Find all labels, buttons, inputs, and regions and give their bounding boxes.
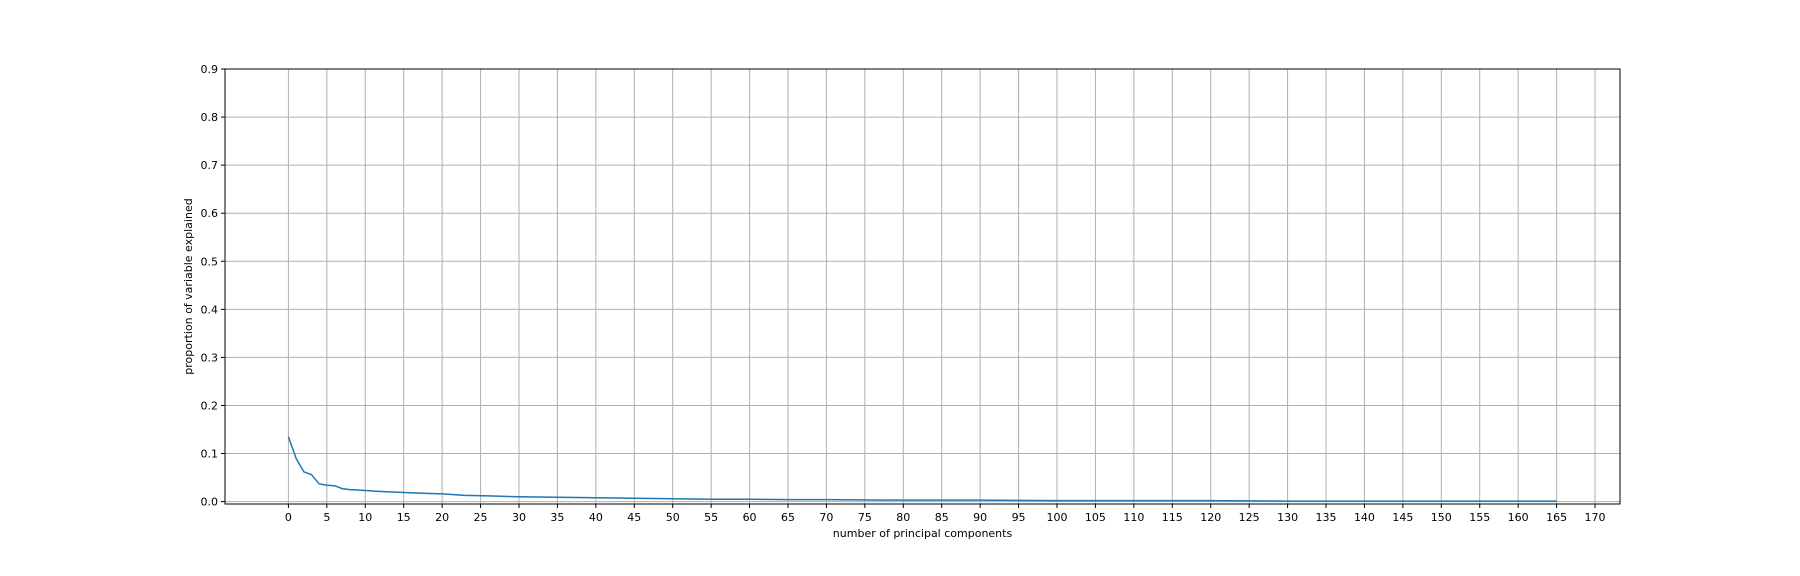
y-axis-label: proportion of variable explained xyxy=(182,198,195,374)
x-tick-label: 170 xyxy=(1585,511,1606,524)
y-tick-label: 0.5 xyxy=(201,255,219,268)
x-tick-label: 15 xyxy=(397,511,411,524)
x-tick-label: 0 xyxy=(285,511,292,524)
x-tick-label: 150 xyxy=(1431,511,1452,524)
x-tick-label: 165 xyxy=(1546,511,1567,524)
x-tick-label: 80 xyxy=(896,511,910,524)
x-tick-label: 60 xyxy=(743,511,757,524)
y-tick-label: 0.1 xyxy=(201,448,219,461)
grid xyxy=(225,68,1620,504)
y-tick-label: 0.7 xyxy=(201,159,219,172)
x-tick-label: 35 xyxy=(550,511,564,524)
y-tick-label: 0.4 xyxy=(201,303,219,316)
y-tick-label: 0.0 xyxy=(201,496,219,509)
x-tick-label: 75 xyxy=(858,511,872,524)
series-line xyxy=(287,436,1557,502)
plot-frame xyxy=(224,68,1621,505)
x-tick-label: 20 xyxy=(435,511,449,524)
x-tick-label: 110 xyxy=(1123,511,1144,524)
y-tick-label: 0.8 xyxy=(201,111,219,124)
x-tick-label: 160 xyxy=(1508,511,1529,524)
x-tick-label: 135 xyxy=(1316,511,1337,524)
x-tick-label: 25 xyxy=(474,511,488,524)
x-tick-label: 45 xyxy=(627,511,641,524)
x-tick-label: 90 xyxy=(973,511,987,524)
x-tick-label: 55 xyxy=(704,511,718,524)
y-axis: 0.0 0.1 0.2 0.3 0.4 0.5 0.6 0.7 0.8 0.9 xyxy=(201,63,225,509)
y-tick-label: 0.9 xyxy=(201,63,219,76)
x-tick-label: 5 xyxy=(323,511,330,524)
y-tick-label: 0.2 xyxy=(201,399,219,412)
x-tick-label: 105 xyxy=(1085,511,1106,524)
x-tick-label: 125 xyxy=(1239,511,1260,524)
x-axis: 0 5 10 15 20 25 30 35 40 45 50 55 60 65 70 75 80 85 90 95 10… xyxy=(285,504,1606,524)
series-layer xyxy=(287,436,1557,502)
x-tick-label: 130 xyxy=(1277,511,1298,524)
x-tick-label: 95 xyxy=(1012,511,1026,524)
x-tick-label: 140 xyxy=(1354,511,1375,524)
y-tick-label: 0.3 xyxy=(201,351,219,364)
x-tick-label: 40 xyxy=(589,511,603,524)
x-tick-label: 145 xyxy=(1392,511,1413,524)
x-tick-label: 85 xyxy=(935,511,949,524)
y-tick-label: 0.6 xyxy=(201,207,219,220)
x-tick-label: 100 xyxy=(1047,511,1068,524)
x-tick-label: 10 xyxy=(358,511,372,524)
x-tick-label: 65 xyxy=(781,511,795,524)
x-tick-label: 115 xyxy=(1162,511,1183,524)
x-tick-label: 120 xyxy=(1200,511,1221,524)
x-tick-label: 50 xyxy=(666,511,680,524)
x-tick-label: 155 xyxy=(1469,511,1490,524)
x-tick-label: 30 xyxy=(512,511,526,524)
x-tick-label: 70 xyxy=(819,511,833,524)
x-axis-label: number of principal components xyxy=(833,527,1013,540)
